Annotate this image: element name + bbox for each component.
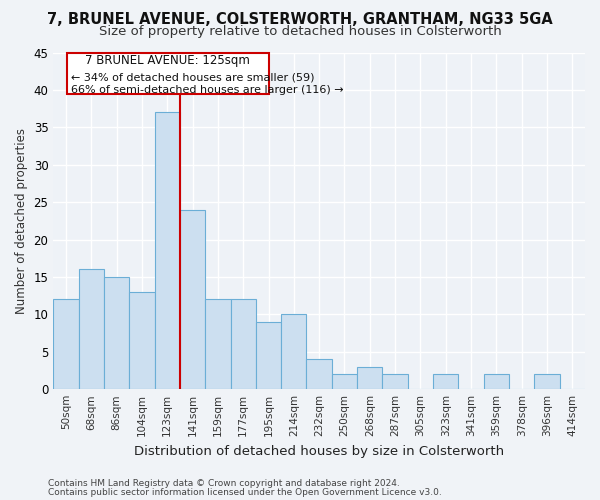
Bar — [382, 374, 408, 389]
Text: Contains HM Land Registry data © Crown copyright and database right 2024.: Contains HM Land Registry data © Crown c… — [48, 479, 400, 488]
Text: Size of property relative to detached houses in Colsterworth: Size of property relative to detached ho… — [98, 25, 502, 38]
Text: ← 34% of detached houses are smaller (59): ← 34% of detached houses are smaller (59… — [71, 72, 314, 83]
Bar — [53, 300, 79, 389]
Bar — [230, 300, 256, 389]
Text: 66% of semi-detached houses are larger (116) →: 66% of semi-detached houses are larger (… — [71, 84, 344, 94]
Y-axis label: Number of detached properties: Number of detached properties — [15, 128, 28, 314]
Bar — [180, 210, 205, 389]
Bar — [129, 292, 155, 389]
FancyBboxPatch shape — [67, 52, 269, 94]
Text: 7 BRUNEL AVENUE: 125sqm: 7 BRUNEL AVENUE: 125sqm — [85, 54, 250, 67]
X-axis label: Distribution of detached houses by size in Colsterworth: Distribution of detached houses by size … — [134, 444, 504, 458]
Bar — [332, 374, 357, 389]
Bar — [281, 314, 307, 389]
Bar — [256, 322, 281, 389]
Bar — [484, 374, 509, 389]
Bar — [79, 270, 104, 389]
Bar — [155, 112, 180, 389]
Bar — [104, 277, 129, 389]
Bar — [433, 374, 458, 389]
Bar — [357, 366, 382, 389]
Bar — [205, 300, 230, 389]
Text: Contains public sector information licensed under the Open Government Licence v3: Contains public sector information licen… — [48, 488, 442, 497]
Bar — [307, 360, 332, 389]
Text: 7, BRUNEL AVENUE, COLSTERWORTH, GRANTHAM, NG33 5GA: 7, BRUNEL AVENUE, COLSTERWORTH, GRANTHAM… — [47, 12, 553, 28]
Bar — [535, 374, 560, 389]
